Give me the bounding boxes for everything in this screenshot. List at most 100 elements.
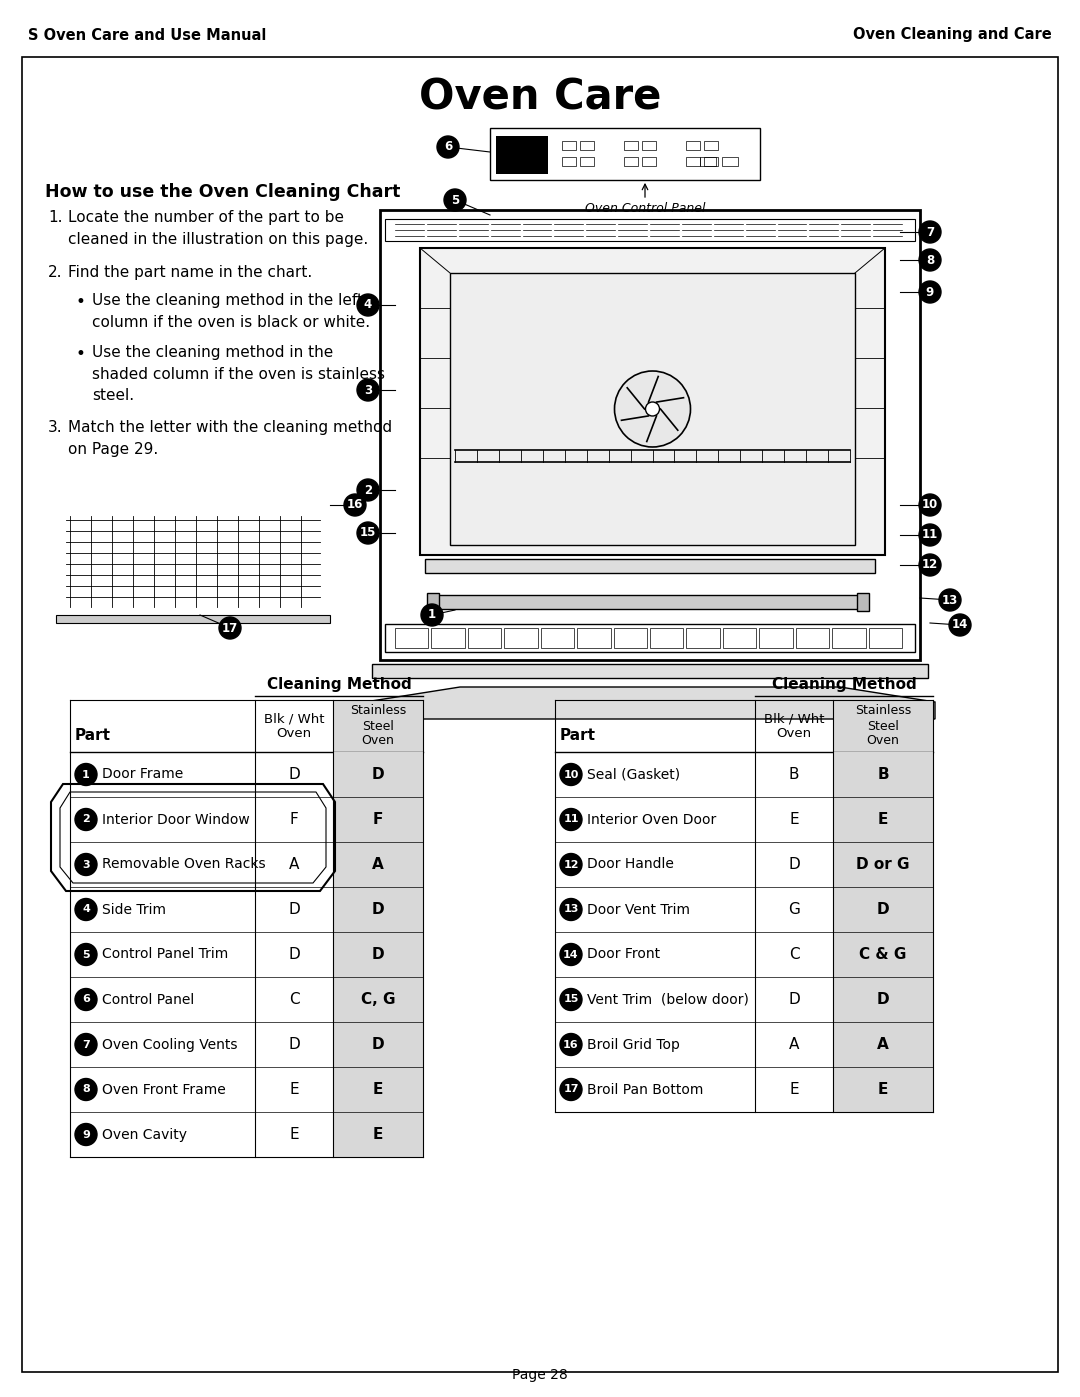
Text: D: D bbox=[288, 947, 300, 963]
Text: Oven Care: Oven Care bbox=[419, 75, 661, 117]
Text: B: B bbox=[788, 767, 799, 782]
Text: 16: 16 bbox=[563, 1039, 579, 1049]
Bar bbox=[380, 210, 920, 659]
Bar bbox=[624, 141, 638, 149]
Text: D: D bbox=[788, 856, 800, 872]
Text: Door Vent Trim: Door Vent Trim bbox=[588, 902, 690, 916]
Circle shape bbox=[919, 281, 941, 303]
Text: 6: 6 bbox=[444, 141, 453, 154]
Text: 2.: 2. bbox=[48, 265, 63, 279]
Text: 1.: 1. bbox=[48, 210, 63, 225]
Text: •: • bbox=[75, 293, 85, 312]
Text: D: D bbox=[288, 902, 300, 916]
Bar bbox=[333, 752, 423, 798]
Text: Removable Oven Racks: Removable Oven Racks bbox=[102, 858, 266, 872]
Bar bbox=[468, 629, 501, 648]
Circle shape bbox=[949, 615, 971, 636]
Text: E: E bbox=[373, 1127, 383, 1141]
Bar bbox=[833, 798, 933, 842]
Text: Use the cleaning method in the left
column if the oven is black or white.: Use the cleaning method in the left colu… bbox=[92, 293, 370, 330]
Text: Oven Cavity: Oven Cavity bbox=[102, 1127, 187, 1141]
Bar bbox=[833, 887, 933, 932]
Bar bbox=[700, 156, 716, 166]
Text: 2: 2 bbox=[82, 814, 90, 824]
Text: Oven Cooling Vents: Oven Cooling Vents bbox=[102, 1038, 238, 1052]
Polygon shape bbox=[365, 687, 935, 719]
Circle shape bbox=[219, 617, 241, 638]
Circle shape bbox=[75, 764, 97, 785]
Bar bbox=[704, 141, 718, 149]
Bar bbox=[333, 1112, 423, 1157]
Text: 4: 4 bbox=[82, 904, 90, 915]
Bar bbox=[384, 624, 915, 652]
Text: 5: 5 bbox=[450, 194, 459, 207]
Text: 17: 17 bbox=[221, 622, 238, 634]
Text: Door Frame: Door Frame bbox=[102, 767, 184, 781]
Text: E: E bbox=[373, 1083, 383, 1097]
Circle shape bbox=[75, 809, 97, 830]
Bar bbox=[333, 887, 423, 932]
Text: 3.: 3. bbox=[48, 420, 63, 434]
Text: 3: 3 bbox=[82, 859, 90, 869]
Bar bbox=[723, 629, 756, 648]
Circle shape bbox=[357, 293, 379, 316]
Text: D: D bbox=[372, 902, 384, 916]
Text: Stainless
Steel
Oven: Stainless Steel Oven bbox=[855, 704, 912, 747]
Text: 9: 9 bbox=[82, 1130, 90, 1140]
Text: Control Panel: Control Panel bbox=[102, 992, 194, 1006]
Text: D: D bbox=[877, 992, 889, 1007]
Text: D: D bbox=[788, 992, 800, 1007]
Bar bbox=[580, 141, 594, 149]
Bar bbox=[504, 629, 538, 648]
Circle shape bbox=[444, 189, 465, 211]
Text: 12: 12 bbox=[922, 559, 939, 571]
Bar bbox=[372, 664, 928, 678]
Bar bbox=[723, 156, 738, 166]
Circle shape bbox=[437, 136, 459, 158]
Text: C, G: C, G bbox=[361, 992, 395, 1007]
Text: S Oven Care and Use Manual: S Oven Care and Use Manual bbox=[28, 28, 267, 42]
Bar bbox=[686, 141, 700, 149]
Text: D: D bbox=[288, 1037, 300, 1052]
Text: Match the letter with the cleaning method
on Page 29.: Match the letter with the cleaning metho… bbox=[68, 420, 392, 457]
Text: 17: 17 bbox=[564, 1084, 579, 1094]
Text: D: D bbox=[288, 767, 300, 782]
Text: D: D bbox=[372, 947, 384, 963]
Bar bbox=[580, 156, 594, 166]
Circle shape bbox=[75, 1123, 97, 1146]
Text: 10: 10 bbox=[922, 499, 939, 511]
Bar bbox=[450, 272, 855, 545]
Text: 7: 7 bbox=[926, 225, 934, 239]
Bar bbox=[384, 219, 915, 242]
Bar bbox=[833, 1067, 933, 1112]
Bar bbox=[858, 592, 869, 610]
Text: A: A bbox=[877, 1037, 889, 1052]
Text: Broil Grid Top: Broil Grid Top bbox=[588, 1038, 680, 1052]
Bar bbox=[704, 156, 718, 166]
Text: 8: 8 bbox=[926, 253, 934, 267]
Bar bbox=[333, 1023, 423, 1067]
Circle shape bbox=[75, 1034, 97, 1056]
Circle shape bbox=[345, 495, 366, 515]
Circle shape bbox=[561, 1078, 582, 1101]
Text: 13: 13 bbox=[942, 594, 958, 606]
Circle shape bbox=[357, 479, 379, 502]
Bar bbox=[833, 842, 933, 887]
Circle shape bbox=[561, 898, 582, 921]
Text: A: A bbox=[373, 856, 383, 872]
Text: D: D bbox=[877, 902, 889, 916]
Bar bbox=[56, 615, 330, 623]
Circle shape bbox=[561, 943, 582, 965]
Bar bbox=[427, 592, 438, 610]
Bar bbox=[333, 932, 423, 977]
Text: Side Trim: Side Trim bbox=[102, 902, 166, 916]
Text: Page 28: Page 28 bbox=[512, 1368, 568, 1382]
Text: Broil Pan Bottom: Broil Pan Bottom bbox=[588, 1083, 703, 1097]
Circle shape bbox=[421, 604, 443, 626]
Circle shape bbox=[357, 522, 379, 543]
Text: Part: Part bbox=[75, 728, 111, 743]
Circle shape bbox=[75, 854, 97, 876]
Bar bbox=[833, 932, 933, 977]
Text: 5: 5 bbox=[82, 950, 90, 960]
Text: A: A bbox=[788, 1037, 799, 1052]
